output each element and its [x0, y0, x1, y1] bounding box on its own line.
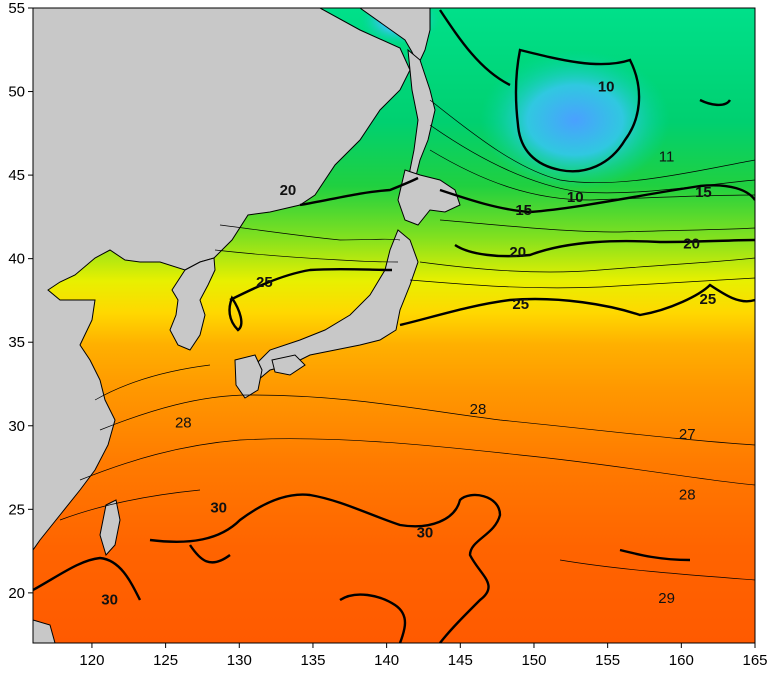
isotherm-30-west — [33, 556, 142, 601]
isotherm-label: 20 — [280, 182, 297, 199]
isotherm-label: 29 — [658, 590, 675, 607]
x-tick-label: 155 — [595, 652, 620, 669]
hainan-edge — [33, 619, 56, 643]
isotherm-label: 28 — [679, 486, 696, 503]
y-tick-label: 40 — [8, 251, 25, 268]
isotherm-label: 28 — [175, 414, 192, 431]
isotherm-25-west — [229, 267, 393, 302]
isotherm-10 — [514, 48, 641, 173]
isotherm-label: 10 — [567, 189, 584, 206]
isotherm-label: 15 — [695, 184, 712, 201]
kyushu — [234, 354, 263, 399]
y-tick-label: 35 — [8, 334, 25, 351]
isotherm-label: 30 — [101, 592, 118, 609]
isotherm-15 — [439, 184, 755, 214]
isotherm-25 — [399, 283, 755, 327]
isotherm-30 — [149, 493, 502, 643]
plot-frame — [32, 7, 756, 644]
x-tick-label: 125 — [153, 652, 178, 669]
x-tick-label: 135 — [300, 652, 325, 669]
cold-pool — [480, 50, 670, 190]
korean-peninsula — [169, 257, 216, 351]
isotherm-label: 20 — [683, 236, 700, 253]
isotherm-label: 11 — [659, 149, 675, 166]
isotherm-label: 15 — [515, 202, 532, 219]
isotherm-label: 27 — [679, 426, 696, 443]
x-tick-label: 145 — [448, 652, 473, 669]
shikoku — [271, 354, 306, 376]
isotherm-label: 10 — [598, 79, 615, 96]
asia-mainland — [33, 8, 411, 551]
x-tick-label: 160 — [669, 652, 694, 669]
isotherm-label: 20 — [509, 244, 526, 261]
y-tick-label: 25 — [8, 501, 25, 518]
y-tick-label: 55 — [8, 0, 25, 17]
y-tick-label: 50 — [8, 84, 25, 101]
major-isotherms — [33, 9, 755, 643]
isotherm-20-north — [299, 176, 419, 207]
isotherm-10-north — [439, 9, 732, 107]
isotherm-25-west-loop — [228, 295, 243, 332]
isotherm-label: 25 — [512, 296, 529, 313]
kamchatka — [359, 8, 431, 67]
isotherm-label: 25 — [700, 291, 717, 308]
y-tick-label: 45 — [8, 167, 25, 184]
x-tick-label: 130 — [227, 652, 252, 669]
x-axis: 120 125 130 135 140 145 150 155 160 165 — [79, 643, 768, 669]
x-tick-label: 150 — [521, 652, 546, 669]
isotherm-30-south — [189, 544, 407, 643]
isotherm-label: 28 — [470, 401, 487, 418]
y-tick-label: 20 — [8, 585, 25, 602]
x-tick-label: 120 — [79, 652, 104, 669]
contour-label-layer: 10 10 11 15 15 20 20 20 25 25 25 27 28 28 28 29 30 30 30 — [101, 79, 716, 609]
y-tick-label: 30 — [8, 418, 25, 435]
taiwan — [99, 499, 121, 556]
isotherm-30-east — [619, 548, 691, 562]
isotherm-20 — [454, 238, 755, 258]
hokkaido — [397, 169, 461, 226]
isotherm-label: 25 — [256, 274, 273, 291]
isotherm-label: 30 — [417, 525, 434, 542]
y-axis: 20 25 30 35 40 45 50 55 — [8, 0, 33, 602]
x-tick-label: 140 — [374, 652, 399, 669]
x-tick-label: 165 — [742, 652, 767, 669]
isotherm-label: 30 — [210, 500, 227, 517]
